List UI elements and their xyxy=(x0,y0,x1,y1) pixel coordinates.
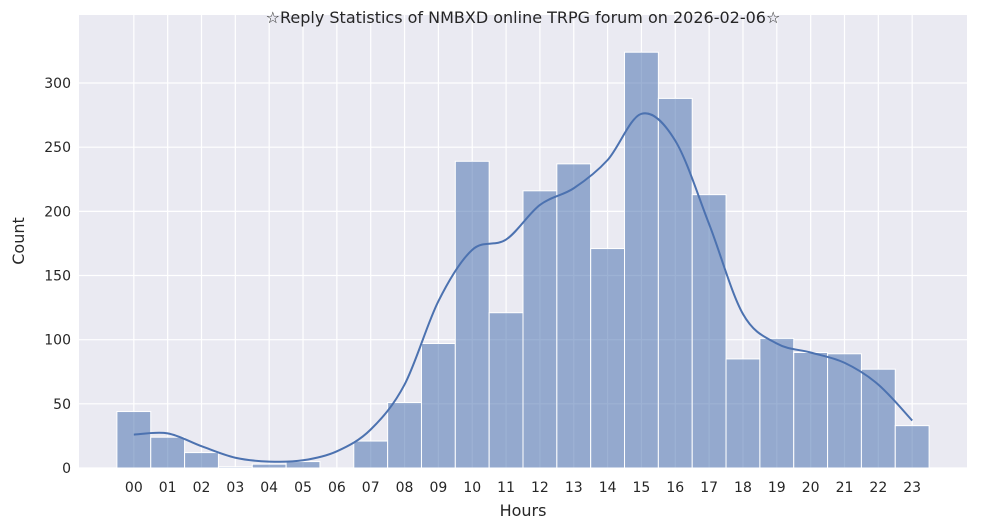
bar-19 xyxy=(759,337,795,469)
x-tick-label: 15 xyxy=(633,480,651,496)
y-axis-label: Count xyxy=(9,217,28,265)
x-tick-label: 05 xyxy=(294,480,312,496)
x-tick-label: 19 xyxy=(768,480,786,496)
bar-16 xyxy=(657,97,693,469)
bar-03 xyxy=(217,466,253,469)
x-tick-label: 01 xyxy=(159,480,177,496)
bar-04 xyxy=(251,463,287,469)
bar-07 xyxy=(353,440,389,469)
bar-09 xyxy=(420,343,456,469)
x-tick-label: 22 xyxy=(869,480,887,496)
bars xyxy=(116,51,930,469)
x-tick-labels: 00 01 02 03 04 05 06 07 08 09 10 11 12 13 14 15 16 17 18 19… xyxy=(125,480,921,496)
y-tick-label: 50 xyxy=(53,397,71,413)
bar-23 xyxy=(894,425,930,469)
x-axis-label: Hours xyxy=(500,501,547,520)
bar-05 xyxy=(285,461,321,469)
bar-15 xyxy=(624,51,659,469)
x-tick-label: 16 xyxy=(666,480,684,496)
x-tick-label: 13 xyxy=(565,480,583,496)
bar-13 xyxy=(556,163,592,469)
x-tick-label: 23 xyxy=(903,480,921,496)
x-tick-label: 21 xyxy=(836,480,854,496)
bar-00 xyxy=(116,411,152,469)
y-tick-label: 300 xyxy=(44,76,71,92)
x-tick-label: 09 xyxy=(429,480,447,496)
kde-line xyxy=(133,112,913,463)
bar-17 xyxy=(691,194,727,469)
bar-21 xyxy=(827,353,862,469)
bar-10 xyxy=(454,160,490,469)
x-tick-label: 00 xyxy=(125,480,143,496)
x-tick-label: 02 xyxy=(193,480,211,496)
bar-01 xyxy=(150,436,186,469)
x-tick-label: 12 xyxy=(531,480,549,496)
bar-11 xyxy=(488,312,524,469)
x-tick-label: 18 xyxy=(734,480,752,496)
chart-title: ☆Reply Statistics of NMBXD online TRPG f… xyxy=(266,8,781,27)
x-tick-label: 11 xyxy=(497,480,515,496)
x-tick-label: 10 xyxy=(463,480,481,496)
x-tick-label: 14 xyxy=(599,480,617,496)
y-tick-label: 200 xyxy=(44,204,71,220)
x-tick-label: 06 xyxy=(328,480,346,496)
x-tick-label: 03 xyxy=(226,480,244,496)
x-tick-label: 08 xyxy=(396,480,414,496)
y-tick-labels: 0 50 100 150 200 250 300 xyxy=(44,76,71,477)
bar-08 xyxy=(387,402,422,469)
x-tick-label: 04 xyxy=(260,480,278,496)
bar-18 xyxy=(725,358,761,469)
x-tick-label: 20 xyxy=(802,480,820,496)
bar-20 xyxy=(793,352,829,469)
x-tick-label: 07 xyxy=(362,480,380,496)
y-tick-label: 100 xyxy=(44,333,71,349)
bar-12 xyxy=(522,190,558,469)
bar-02 xyxy=(184,452,219,469)
y-tick-label: 0 xyxy=(62,461,71,477)
bar-14 xyxy=(590,248,626,469)
y-tick-label: 150 xyxy=(44,269,71,285)
x-tick-label: 17 xyxy=(700,480,718,496)
y-tick-label: 250 xyxy=(44,140,71,156)
